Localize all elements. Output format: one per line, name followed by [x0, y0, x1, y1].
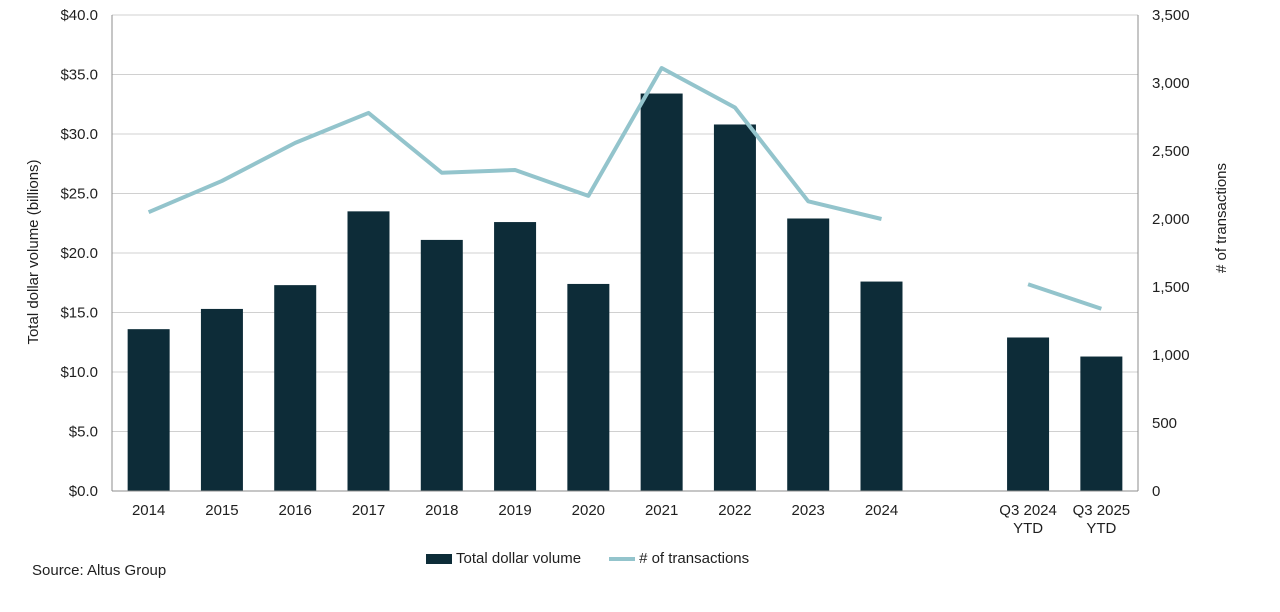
x-tick-label: 2020 [572, 502, 605, 519]
bar [640, 93, 683, 491]
bar [1007, 337, 1050, 491]
bar [494, 222, 537, 491]
legend-item-bars: Total dollar volume [426, 550, 581, 567]
x-axis-ticks: 2014 2015 2016 2017 2018 2019 2020 2021 2022 2023… [132, 502, 1130, 537]
bar [200, 308, 243, 491]
bar [1080, 356, 1123, 491]
right-tick-label: 1,000 [1152, 347, 1190, 364]
bar [567, 283, 610, 491]
right-tick-label: 500 [1152, 415, 1177, 432]
right-tick-label: 2,000 [1152, 211, 1190, 228]
left-tick-label: $30.0 [60, 126, 98, 143]
bar [713, 124, 756, 491]
legend-line-swatch [609, 556, 636, 561]
right-axis-title: # of transactions [1213, 163, 1230, 273]
left-tick-label: $5.0 [69, 424, 98, 441]
right-tick-label: 1,500 [1152, 279, 1190, 296]
legend: Total dollar volume # of transactions [426, 550, 777, 567]
left-axis-title: Total dollar volume (billions) [25, 159, 42, 344]
bar [347, 211, 390, 491]
series-line-segment [147, 66, 882, 221]
legend-item-line: # of transactions [609, 550, 749, 567]
x-tick-label: 2018 [425, 502, 458, 519]
bar-series [127, 93, 1123, 492]
right-axis-ticks: 0 500 1,000 1,500 2,000 2,500 3,000 3,500 [1152, 7, 1190, 500]
right-tick-label: 2,500 [1152, 143, 1190, 160]
left-axis-ticks: $0.0 $5.0 $10.0 $15.0 $20.0 $25.0 $30.0 $35.0 $4… [60, 7, 98, 500]
left-tick-label: $35.0 [60, 67, 98, 84]
x-tick-label: Q3 2025 YTD [1073, 502, 1131, 537]
left-tick-label: $25.0 [60, 186, 98, 203]
left-tick-label: $0.0 [69, 483, 98, 500]
right-tick-label: 3,500 [1152, 7, 1190, 24]
x-tick-label: 2024 [865, 502, 898, 519]
left-tick-label: $10.0 [60, 364, 98, 381]
series-line-segment [1027, 282, 1102, 311]
bar [860, 281, 903, 491]
x-tick-label: Q3 2024 YTD [999, 502, 1057, 537]
x-tick-label: 2016 [279, 502, 312, 519]
left-tick-label: $40.0 [60, 7, 98, 24]
bar [127, 329, 170, 491]
right-tick-label: 0 [1152, 483, 1160, 500]
x-tick-label: 2021 [645, 502, 678, 519]
axes [111, 15, 1139, 492]
line-series [147, 66, 1102, 311]
source-note: Source: Altus Group [32, 562, 167, 579]
bar [274, 285, 317, 491]
legend-bar-swatch [426, 553, 452, 564]
gridlines [112, 14, 1138, 492]
x-tick-label: 2019 [498, 502, 531, 519]
left-tick-label: $20.0 [60, 245, 98, 262]
legend-bar-label: Total dollar volume [456, 550, 582, 567]
bar [420, 239, 463, 491]
x-tick-label: 2022 [718, 502, 751, 519]
x-tick-label: 2014 [132, 502, 165, 519]
left-tick-label: $15.0 [60, 305, 98, 322]
x-tick-label: 2023 [792, 502, 825, 519]
legend-line-label: # of transactions [639, 550, 750, 567]
x-tick-label: 2017 [352, 502, 385, 519]
bar [787, 218, 830, 492]
right-tick-label: 3,000 [1152, 75, 1190, 92]
x-tick-label: 2015 [205, 502, 238, 519]
